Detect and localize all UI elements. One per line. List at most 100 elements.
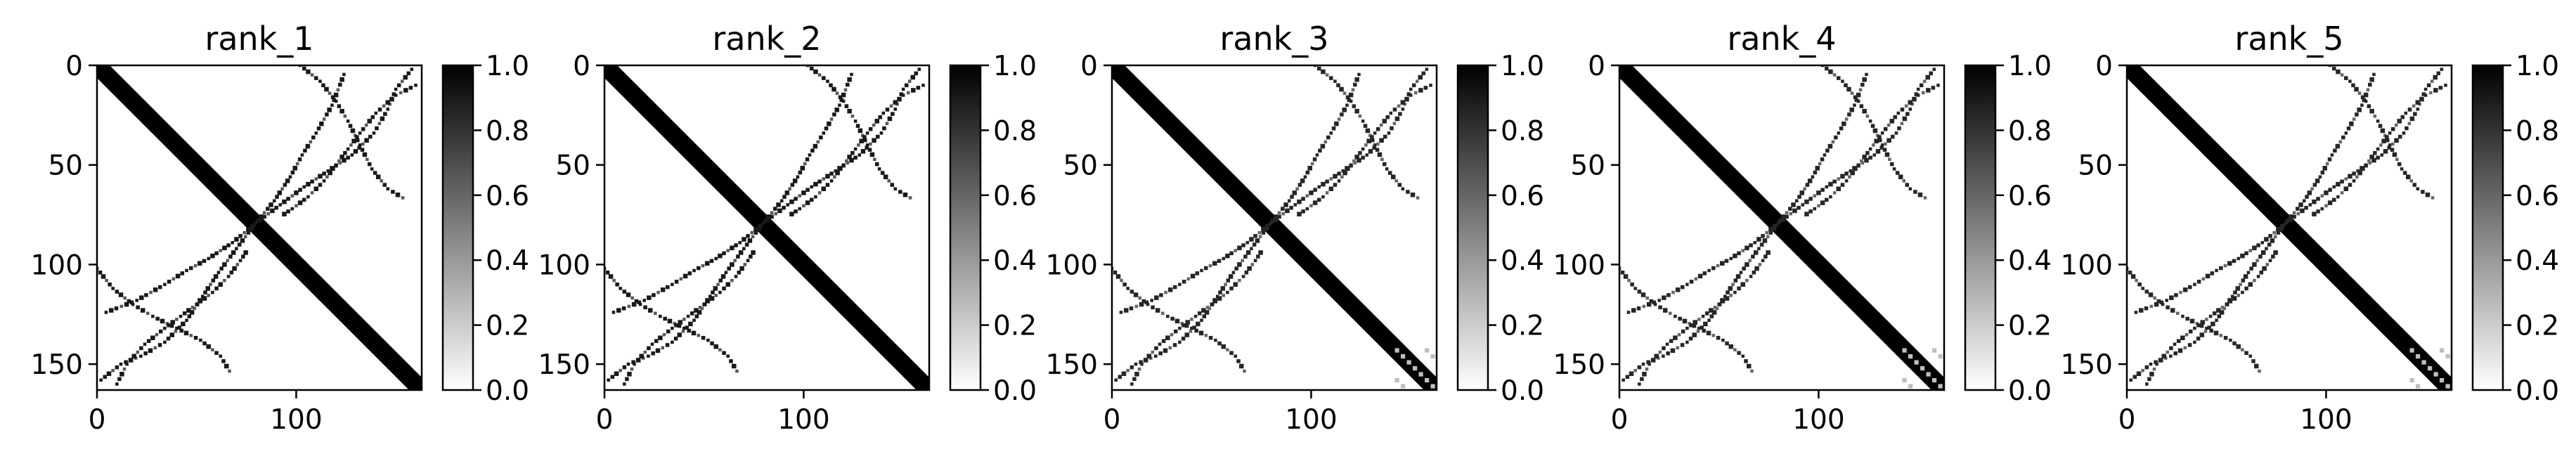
contact-cell bbox=[228, 254, 233, 259]
contact-cell bbox=[1411, 83, 1416, 88]
contact-cell bbox=[146, 339, 151, 344]
contact-cell bbox=[193, 264, 198, 268]
panel-title: rank_2 bbox=[712, 20, 821, 58]
contact-cell bbox=[822, 177, 826, 181]
contact-cell bbox=[790, 183, 795, 187]
contact-cell bbox=[841, 92, 846, 98]
contact-cell bbox=[131, 353, 136, 359]
contact-cell bbox=[1250, 247, 1253, 251]
contact-cell bbox=[2216, 308, 2221, 313]
contact-cell bbox=[386, 108, 390, 111]
contact-cell bbox=[777, 208, 782, 214]
contact-cell bbox=[2436, 71, 2441, 76]
contact-cell bbox=[1860, 161, 1865, 165]
contact-cell bbox=[1285, 208, 1290, 214]
contact-cell bbox=[1143, 358, 1148, 363]
contact-cell bbox=[776, 202, 781, 207]
contact-cell bbox=[1860, 159, 1863, 163]
contact-cell bbox=[252, 223, 257, 227]
contact-cell bbox=[890, 183, 895, 187]
contact-cell bbox=[1342, 91, 1347, 95]
contact-cell bbox=[2376, 155, 2380, 160]
contact-cell bbox=[1273, 217, 1278, 222]
contact-cell bbox=[2385, 135, 2389, 139]
diagonal-tick bbox=[642, 103, 654, 115]
contact-cell bbox=[1707, 268, 1711, 273]
panel-title: rank_1 bbox=[205, 20, 313, 58]
diagonal-tick bbox=[1325, 278, 1337, 290]
contact-cell bbox=[2144, 365, 2149, 370]
contact-cell bbox=[108, 308, 114, 313]
contact-cell bbox=[181, 321, 186, 327]
contact-cell bbox=[1339, 86, 1344, 92]
contact-cell bbox=[1829, 195, 1832, 199]
contact-cell bbox=[1379, 138, 1384, 143]
contact-cell bbox=[850, 115, 855, 118]
diagonal-tick bbox=[752, 213, 764, 225]
contact-cell bbox=[1908, 187, 1912, 190]
contact-cell bbox=[1737, 351, 1741, 356]
contact-cell bbox=[651, 351, 655, 356]
contact-cell bbox=[1380, 157, 1384, 162]
contact-cell bbox=[1669, 339, 1674, 344]
contact-cell bbox=[681, 330, 685, 333]
contact-cell bbox=[2130, 274, 2136, 279]
colorbar-tick-label: 1.0 bbox=[486, 51, 529, 82]
contact-cell bbox=[2229, 338, 2232, 342]
contact-cell bbox=[2360, 95, 2365, 100]
contact-cell bbox=[819, 135, 823, 140]
contact-cell bbox=[1172, 285, 1177, 290]
contact-cell bbox=[1373, 143, 1377, 147]
contact-cell bbox=[2340, 73, 2344, 77]
contact-cell bbox=[2199, 323, 2204, 328]
contact-cell bbox=[634, 299, 639, 304]
contact-cell bbox=[1397, 183, 1402, 187]
contact-cell bbox=[1204, 310, 1210, 315]
contact-cell bbox=[338, 161, 342, 165]
contact-cell bbox=[1666, 351, 1670, 356]
contact-cell bbox=[902, 192, 908, 197]
contact-cell bbox=[1853, 95, 1858, 100]
contact-cell bbox=[1804, 199, 1809, 204]
contact-cell bbox=[1114, 378, 1118, 382]
contact-cell bbox=[2394, 123, 2398, 127]
contact-cell bbox=[2156, 299, 2161, 304]
contact-cell bbox=[688, 321, 693, 327]
contact-cell bbox=[2166, 350, 2170, 354]
contact-cell bbox=[1224, 283, 1227, 287]
contact-cell bbox=[1717, 302, 1721, 306]
corner-cell bbox=[2445, 384, 2450, 389]
contact-cell bbox=[286, 197, 290, 201]
contact-cell bbox=[1808, 209, 1813, 214]
contact-cell bbox=[2159, 300, 2164, 305]
contact-cell bbox=[1237, 262, 1242, 267]
contact-cell bbox=[709, 259, 714, 264]
contact-cell bbox=[1638, 382, 1641, 386]
contact-cell bbox=[1290, 195, 1294, 199]
contact-cell bbox=[277, 190, 283, 195]
colorbar-tick-label: 0.4 bbox=[2008, 245, 2052, 277]
contact-cell bbox=[2357, 170, 2362, 176]
contact-cell bbox=[2256, 275, 2260, 278]
contact-cell bbox=[770, 211, 774, 215]
colorbar-tick-label: 0.2 bbox=[486, 311, 529, 342]
contact-cell bbox=[1704, 311, 1709, 316]
axes-frame bbox=[603, 64, 931, 391]
contact-cell bbox=[817, 179, 822, 184]
contact-cell bbox=[692, 318, 696, 323]
contact-cell bbox=[1762, 238, 1768, 243]
contact-cell bbox=[2233, 290, 2237, 294]
panel-title: rank_4 bbox=[1727, 20, 1836, 58]
contact-cell bbox=[756, 226, 761, 231]
contact-cell bbox=[2137, 283, 2142, 287]
contact-cell bbox=[123, 296, 127, 300]
colorbar-tick-label: 0.2 bbox=[2008, 311, 2052, 342]
contact-cell bbox=[1361, 119, 1365, 123]
contact-cell bbox=[711, 290, 715, 294]
contact-cell bbox=[829, 117, 834, 121]
contact-cell bbox=[663, 316, 667, 321]
contact-cell bbox=[722, 251, 726, 256]
contact-cell bbox=[318, 79, 322, 83]
contact-cell bbox=[1182, 323, 1186, 327]
contact-cell bbox=[859, 138, 864, 143]
